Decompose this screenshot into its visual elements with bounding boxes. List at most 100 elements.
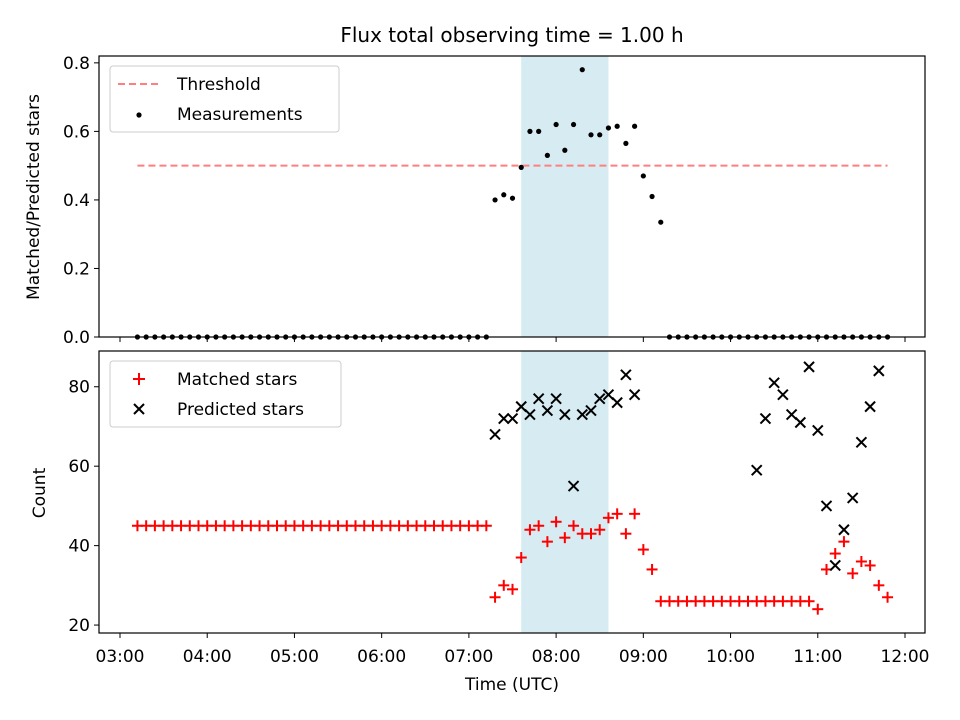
predicted-point [594, 392, 606, 405]
matched-legend-label: Matched stars [177, 370, 297, 390]
top-axes-frame [98, 55, 926, 338]
matched-point [533, 520, 545, 532]
measurement-point [518, 164, 524, 170]
measurement-point [570, 121, 577, 128]
top-y-tick-label: 0.8 [63, 54, 90, 74]
measurement-point [536, 128, 542, 134]
matched-point [847, 567, 859, 579]
predicted-point [829, 559, 841, 572]
matched-point [882, 591, 894, 603]
measurement-point [588, 132, 594, 138]
matched-point [864, 559, 876, 571]
predicted-point [820, 500, 833, 512]
predicted-point [585, 404, 597, 417]
x-axis-label: Time (UTC) [464, 675, 559, 695]
predicted-point [777, 388, 789, 401]
matched-legend-marker [133, 373, 145, 385]
measurement-point [649, 193, 655, 200]
bottom-x-ticks: 03:00 04:00 05:00 06:00 07:00 08:00 09:00 10:00… [96, 633, 930, 667]
matched-point [559, 532, 571, 544]
bottom-y-ticks: 20 40 60 80 [68, 378, 99, 636]
predicted-points [489, 361, 885, 572]
top-x-ticks [119, 337, 906, 342]
predicted-point [498, 412, 510, 425]
x-tick-label: 08:00 [532, 647, 581, 667]
measurement-point [553, 121, 559, 128]
top-y-tick-label: 0.6 [63, 122, 90, 142]
matched-point [611, 508, 623, 520]
matched-point [873, 579, 885, 591]
predicted-legend-marker [133, 403, 145, 415]
bottom-y-tick-label: 40 [68, 537, 90, 557]
x-tick-label: 05:00 [270, 647, 319, 667]
matched-point [550, 516, 562, 528]
predicted-point [864, 400, 876, 413]
predicted-point [541, 404, 554, 417]
predicted-point [759, 412, 772, 425]
bottom-y-tick-label: 20 [68, 616, 90, 636]
measurement-point [527, 128, 533, 134]
matched-point [480, 520, 492, 532]
measurement-point [544, 152, 550, 158]
x-tick-label: 12:00 [881, 647, 930, 667]
measurement-point [658, 219, 664, 225]
predicted-point [559, 408, 571, 421]
measurements-legend-label: Measurements [177, 105, 303, 125]
predicted-point [506, 412, 519, 425]
matched-point [812, 603, 824, 615]
x-tick-label: 11:00 [793, 647, 842, 667]
predicted-point [846, 492, 859, 504]
bottom-axes-frame [98, 350, 926, 634]
predicted-point [550, 392, 562, 405]
predicted-point [489, 428, 501, 441]
top-y-tick-label: 0.0 [63, 328, 90, 348]
measurement-point [579, 67, 585, 73]
matched-points [131, 508, 894, 615]
predicted-point [628, 388, 641, 401]
x-tick-label: 10:00 [706, 647, 755, 667]
measurements-legend-marker [136, 112, 142, 118]
predicted-point [838, 524, 850, 536]
bottom-highlight-span [521, 351, 609, 633]
matched-point [515, 552, 527, 564]
predicted-legend-label: Predicted stars [177, 400, 304, 420]
bottom-y-tick-label: 60 [68, 457, 90, 477]
predicted-point [873, 365, 885, 377]
measurement-point [605, 125, 612, 131]
matched-point [855, 556, 867, 568]
matched-point [803, 595, 815, 607]
matched-point [602, 512, 614, 524]
top-y-tick-label: 0.2 [63, 259, 90, 279]
matched-point [637, 544, 649, 556]
matched-point [838, 536, 850, 548]
matched-point [629, 508, 641, 520]
measurement-point [640, 173, 646, 179]
matched-point [541, 536, 553, 548]
measurement-point [501, 192, 507, 198]
chart-title: Flux total observing time = 1.00 h [340, 23, 683, 47]
matched-point [568, 520, 580, 532]
matched-point [524, 524, 536, 536]
matched-point [498, 579, 510, 591]
measurement-point [492, 197, 498, 203]
predicted-point [532, 392, 545, 405]
x-tick-label: 07:00 [444, 647, 493, 667]
predicted-point [576, 408, 588, 421]
top-y-axis-label: Matched/Predicted stars [24, 94, 44, 300]
measurement-point [623, 140, 629, 146]
matched-point [829, 548, 841, 560]
top-y-ticks: 0.0 0.2 0.4 0.6 0.8 [63, 54, 99, 348]
matched-point [585, 528, 597, 540]
predicted-point [803, 361, 815, 373]
measurement-point [509, 195, 516, 201]
x-tick-label: 03:00 [96, 647, 145, 667]
predicted-point [812, 424, 824, 437]
top-highlight-span [521, 56, 609, 337]
matched-point [507, 583, 518, 595]
predicted-point [751, 464, 763, 476]
predicted-point [768, 377, 780, 389]
bottom-legend-box [109, 360, 342, 428]
measurement-point [614, 123, 620, 129]
x-tick-label: 04:00 [183, 647, 232, 667]
